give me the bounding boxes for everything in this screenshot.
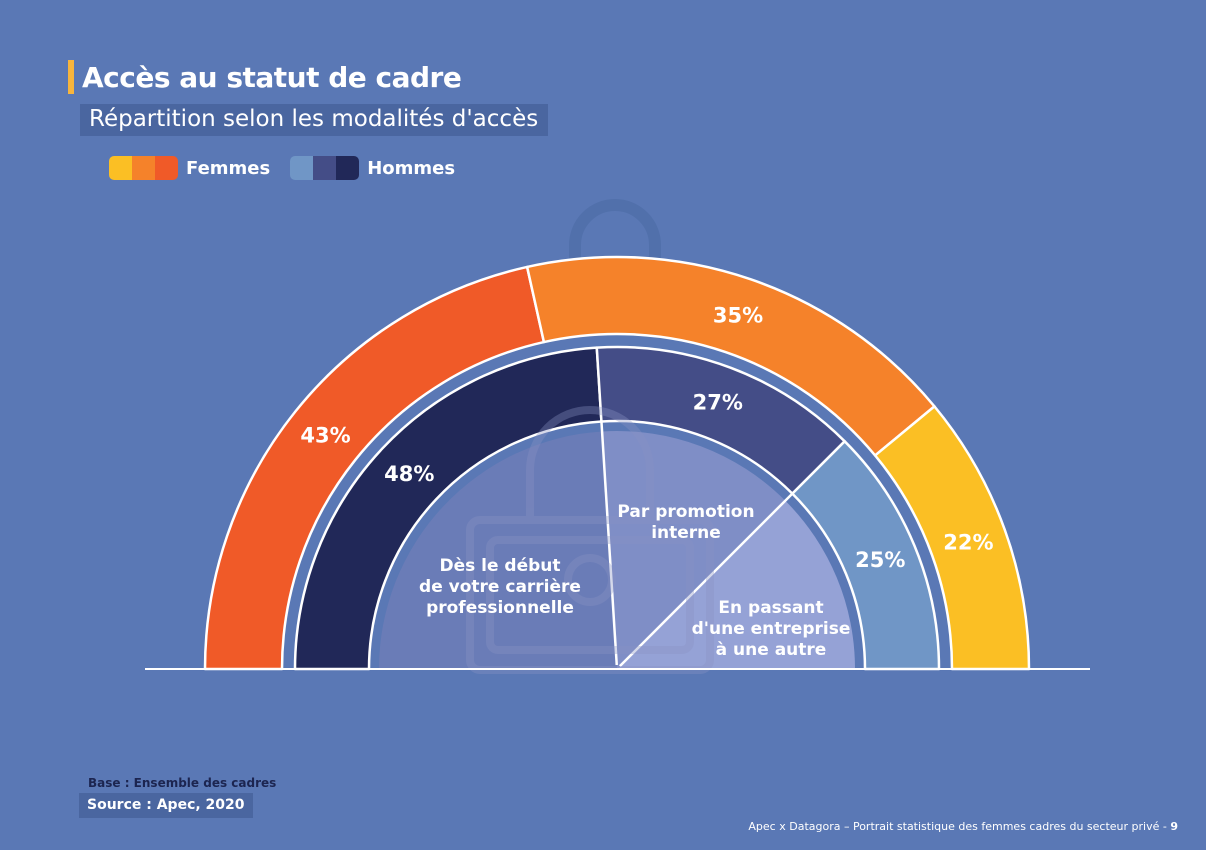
page-title: Accès au statut de cadre	[82, 60, 462, 94]
inner-divider-1	[600, 421, 618, 666]
men-value-label-1: 48%	[384, 462, 434, 486]
inner-wedge-1	[379, 431, 617, 669]
women-value-label-2: 35%	[713, 304, 763, 328]
men-value-label-3: 25%	[855, 548, 905, 572]
padlock-shackle-icon	[569, 199, 661, 268]
legend-swatch-women	[109, 156, 178, 180]
footer-credit: Apec x Datagora – Portrait statistique d…	[748, 820, 1178, 833]
source-note: Source : Apec, 2020	[79, 793, 253, 818]
legend-label-women: Femmes	[186, 157, 271, 179]
men-value-label-2: 27%	[693, 390, 743, 414]
inner-wedge-2	[602, 431, 786, 669]
legend-swatch-men	[290, 156, 360, 180]
legend-label-men: Hommes	[367, 157, 456, 179]
page-number: 9	[1170, 820, 1178, 833]
title-block: Accès au statut de cadre	[68, 60, 462, 94]
category-label-1: Dès le début de votre carrière professionn…	[419, 556, 581, 618]
inner-wedge-3	[617, 500, 855, 669]
category-label-2: Par promotion interne	[617, 502, 754, 543]
inner-divider-2	[618, 492, 794, 668]
legend: Femmes Hommes	[109, 156, 475, 180]
base-note: Base : Ensemble des cadres	[88, 776, 277, 790]
footer-credit-text: Apec x Datagora – Portrait statistique d…	[748, 820, 1171, 833]
category-label-3: En passant d'une entreprise à une autre	[692, 598, 851, 660]
women-value-label-3: 22%	[943, 530, 993, 554]
title-accent-bar	[68, 60, 74, 94]
women-value-label-1: 43%	[300, 423, 350, 447]
page-subtitle: Répartition selon les modalités d'accès	[80, 104, 549, 136]
